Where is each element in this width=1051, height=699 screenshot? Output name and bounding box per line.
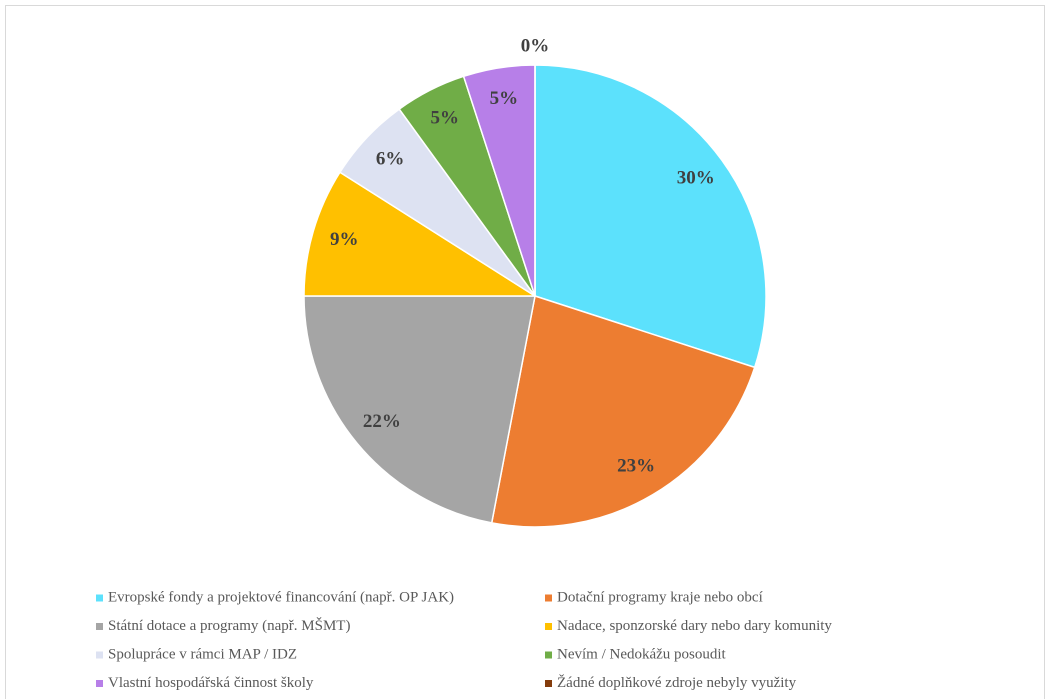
data-label: 6%: [376, 148, 405, 169]
data-label: 5%: [490, 88, 519, 109]
pie-slice: [490, 295, 756, 528]
legend-label: Žádné doplňkové zdroje nebyly využity: [557, 674, 797, 691]
legend-label: Vlastní hospodářská činnost školy: [108, 675, 314, 691]
legend-label: Nadace, sponzorské dary nebo dary komuni…: [557, 618, 832, 634]
legend-label: Spolupráce v rámci MAP / IDZ: [108, 646, 297, 662]
data-label: 9%: [330, 229, 359, 250]
legend-swatch: [96, 594, 103, 602]
pie-slice: [303, 295, 536, 524]
legend-swatch: [545, 651, 552, 659]
legend-swatch: [96, 680, 103, 687]
data-label: 22%: [363, 411, 401, 432]
legend-label: Evropské fondy a projektové financování …: [108, 589, 454, 605]
legend-label: Dotační programy kraje nebo obcí: [557, 589, 763, 605]
data-label: 5%: [431, 107, 460, 128]
legend-swatch: [96, 651, 103, 659]
legend-swatch: [545, 680, 552, 687]
legend-swatch: [96, 623, 103, 630]
data-label: 23%: [617, 455, 655, 476]
data-label: 0%: [521, 35, 550, 56]
legend-swatch: [545, 623, 552, 630]
pie-slice: [303, 171, 538, 297]
data-label: 30%: [677, 168, 715, 189]
legend-label: Státní dotace a programy (např. MŠMT): [108, 617, 350, 634]
legend-swatch: [545, 594, 552, 602]
pie-slice: [534, 64, 767, 369]
legend-label: Nevím / Nedokážu posoudit: [557, 646, 727, 662]
